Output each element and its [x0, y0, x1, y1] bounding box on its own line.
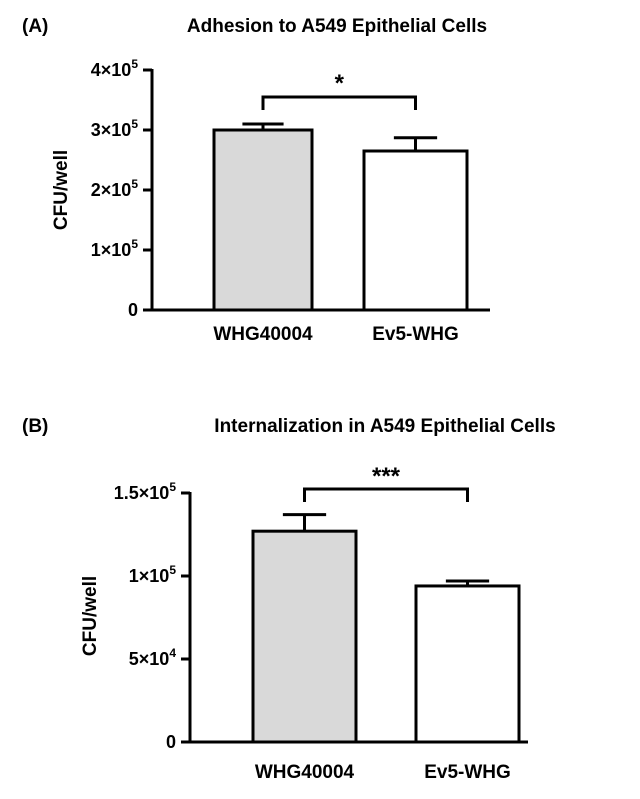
panel-b-label: (B)	[22, 416, 48, 437]
x-category-label: Ev5-WHG	[424, 762, 511, 783]
y-tick-label: 1.5×105	[114, 480, 177, 503]
panel-a-title: Adhesion to A549 Epithelial Cells	[187, 16, 487, 37]
y-tick-label: 4×105	[91, 57, 139, 80]
significance-label: *	[335, 70, 345, 97]
significance-bracket	[303, 487, 469, 502]
y-tick-label: 3×105	[91, 117, 139, 140]
y-tick-label: 1×105	[91, 237, 139, 260]
bar	[414, 584, 521, 744]
panel-b: (B) Internalization in A549 Epithelial C…	[22, 416, 556, 783]
x-category-label: WHG40004	[255, 762, 355, 783]
y-tick-label: 5×104	[129, 646, 177, 669]
panel-b-y-axis-label: CFU/well	[80, 576, 101, 656]
bar	[362, 149, 469, 312]
y-tick-label: 1×105	[129, 563, 177, 586]
y-tick-label: 2×105	[91, 177, 139, 200]
bar	[212, 128, 314, 312]
x-category-label: WHG40004	[213, 324, 313, 345]
significance-bracket	[261, 95, 417, 110]
panel-a: (A) Adhesion to A549 Epithelial Cells CF…	[22, 16, 490, 345]
panel-a-y-axis-label: CFU/well	[51, 150, 72, 230]
panel-a-label: (A)	[22, 16, 48, 37]
panel-a-plot: 0 1×105 2×105 3×105 4×105 WHG40004 Ev5-WHG *	[91, 57, 490, 345]
significance-label: ***	[372, 463, 401, 490]
panel-b-plot: 0 5×104 1×105 1.5×105 WHG40004 Ev5-WHG ***	[114, 463, 528, 783]
y-tick-label: 0	[128, 300, 138, 320]
y-tick-label: 0	[166, 732, 176, 752]
panel-b-title: Internalization in A549 Epithelial Cells	[214, 416, 555, 437]
x-category-label: Ev5-WHG	[372, 324, 459, 345]
bar	[251, 529, 358, 744]
